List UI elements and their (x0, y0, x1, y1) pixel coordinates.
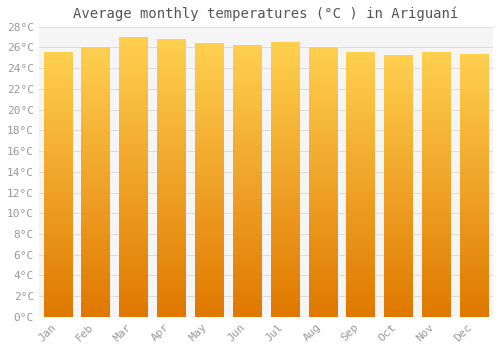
Title: Average monthly temperatures (°C ) in Ariguaní: Average monthly temperatures (°C ) in Ar… (74, 7, 458, 21)
